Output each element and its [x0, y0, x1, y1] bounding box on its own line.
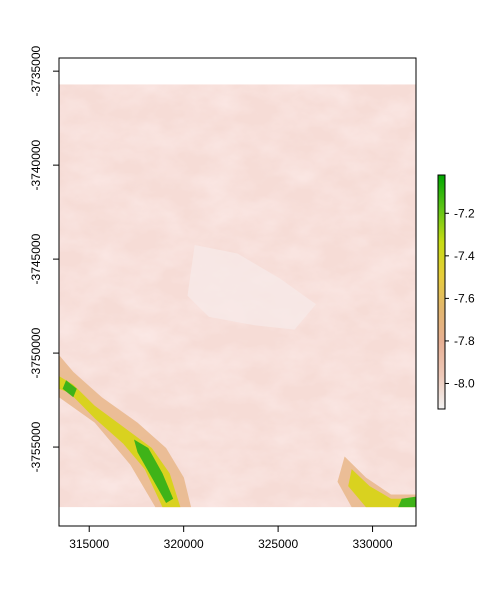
y-tick-label: -3755000 [29, 421, 43, 472]
raster-layer [59, 84, 416, 508]
raster-valley-west-core [62, 380, 174, 503]
legend-colorbar [437, 174, 446, 410]
plot-frame [58, 57, 417, 527]
color-legend: -7.2 -7.4 -7.6 -7.8 -8.0 [437, 174, 475, 410]
y-tick-label: -3735000 [29, 45, 43, 96]
x-axis: 315000 320000 325000 330000 [69, 526, 393, 551]
x-tick-label: 325000 [258, 537, 298, 551]
raster-valley-east [348, 469, 416, 508]
raster-valley-east-core [398, 496, 416, 508]
legend-tick-label: -7.8 [454, 334, 475, 348]
legend-tick-label: -7.2 [454, 206, 475, 220]
x-tick-label: 330000 [353, 537, 393, 551]
legend-tick-label: -8.0 [454, 376, 475, 390]
y-tick-label: -3750000 [29, 327, 43, 378]
y-axis: -3735000 -3740000 -3745000 -3750000 -3755000 [29, 45, 59, 472]
x-tick-label: 315000 [69, 537, 109, 551]
x-tick-label: 320000 [164, 537, 204, 551]
legend-tick-label: -7.4 [454, 249, 475, 263]
legend-ticks: -7.2 -7.4 -7.6 -7.8 -8.0 [445, 206, 475, 390]
legend-tick-label: -7.6 [454, 291, 475, 305]
raster-basin-light-area [187, 245, 316, 330]
y-tick-label: -3740000 [29, 139, 43, 190]
y-tick-label: -3745000 [29, 233, 43, 284]
